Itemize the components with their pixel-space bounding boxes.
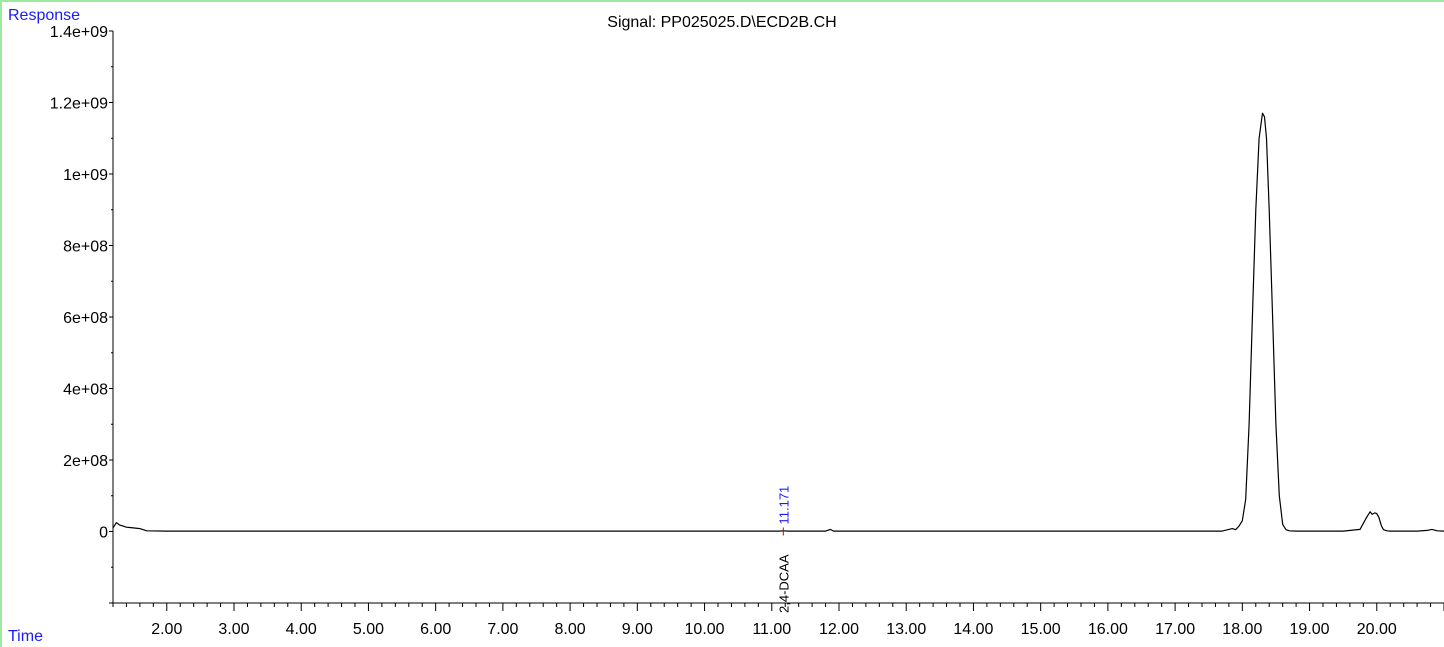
peak-compound-label: 2,4-DCAA <box>776 554 791 613</box>
x-tick-label: 5.00 <box>353 621 384 638</box>
y-tick-label: 8e+08 <box>63 239 108 256</box>
x-tick-label: 18.00 <box>1222 621 1262 638</box>
signal-trace <box>112 112 1444 532</box>
x-tick-label: 17.00 <box>1155 621 1195 638</box>
frame-top-border <box>0 0 1444 2</box>
annotation-layer: 11.171 2,4-DCAA <box>776 486 791 613</box>
x-tick-label: 16.00 <box>1088 621 1128 638</box>
x-tick-label: 9.00 <box>622 621 653 638</box>
x-tick-label: 19.00 <box>1290 621 1330 638</box>
x-axis-name: Time <box>8 628 43 645</box>
x-tick-label: 11.00 <box>752 621 791 638</box>
axes-layer: 0 2e+08 4e+08 6e+08 8e+08 1e+09 1.2e+09 1.4e+09… <box>50 24 1444 638</box>
x-tick-label: 14.00 <box>953 621 993 638</box>
y-tick-label: 1.4e+09 <box>50 24 108 41</box>
x-tick-label: 2.00 <box>151 621 182 638</box>
x-tick-label: 4.00 <box>286 621 317 638</box>
x-tick-label: 8.00 <box>555 621 586 638</box>
frame-left-border <box>0 0 2 647</box>
x-tick-label: 15.00 <box>1021 621 1061 638</box>
chart-title: Signal: PP025025.D\ECD2B.CH <box>607 14 837 31</box>
y-tick-label: 0 <box>99 525 108 542</box>
x-tick-label: 13.00 <box>886 621 926 638</box>
x-tick-label: 10.00 <box>685 621 725 638</box>
series-layer <box>112 112 1444 532</box>
x-tick-label: 20.00 <box>1357 621 1397 638</box>
y-tick-label: 2e+08 <box>63 453 108 470</box>
x-tick-label: 3.00 <box>218 621 249 638</box>
y-tick-label: 4e+08 <box>63 382 108 399</box>
y-tick-label: 1e+09 <box>63 167 108 184</box>
y-axis-name: Response <box>8 7 81 24</box>
x-tick-label: 12.00 <box>819 621 859 638</box>
y-tick-label: 1.2e+09 <box>50 96 108 113</box>
x-tick-label: 6.00 <box>420 621 451 638</box>
x-tick-label: 7.00 <box>487 621 518 638</box>
peak-retention-time-label: 11.171 <box>776 486 791 525</box>
y-tick-label: 6e+08 <box>63 310 108 327</box>
